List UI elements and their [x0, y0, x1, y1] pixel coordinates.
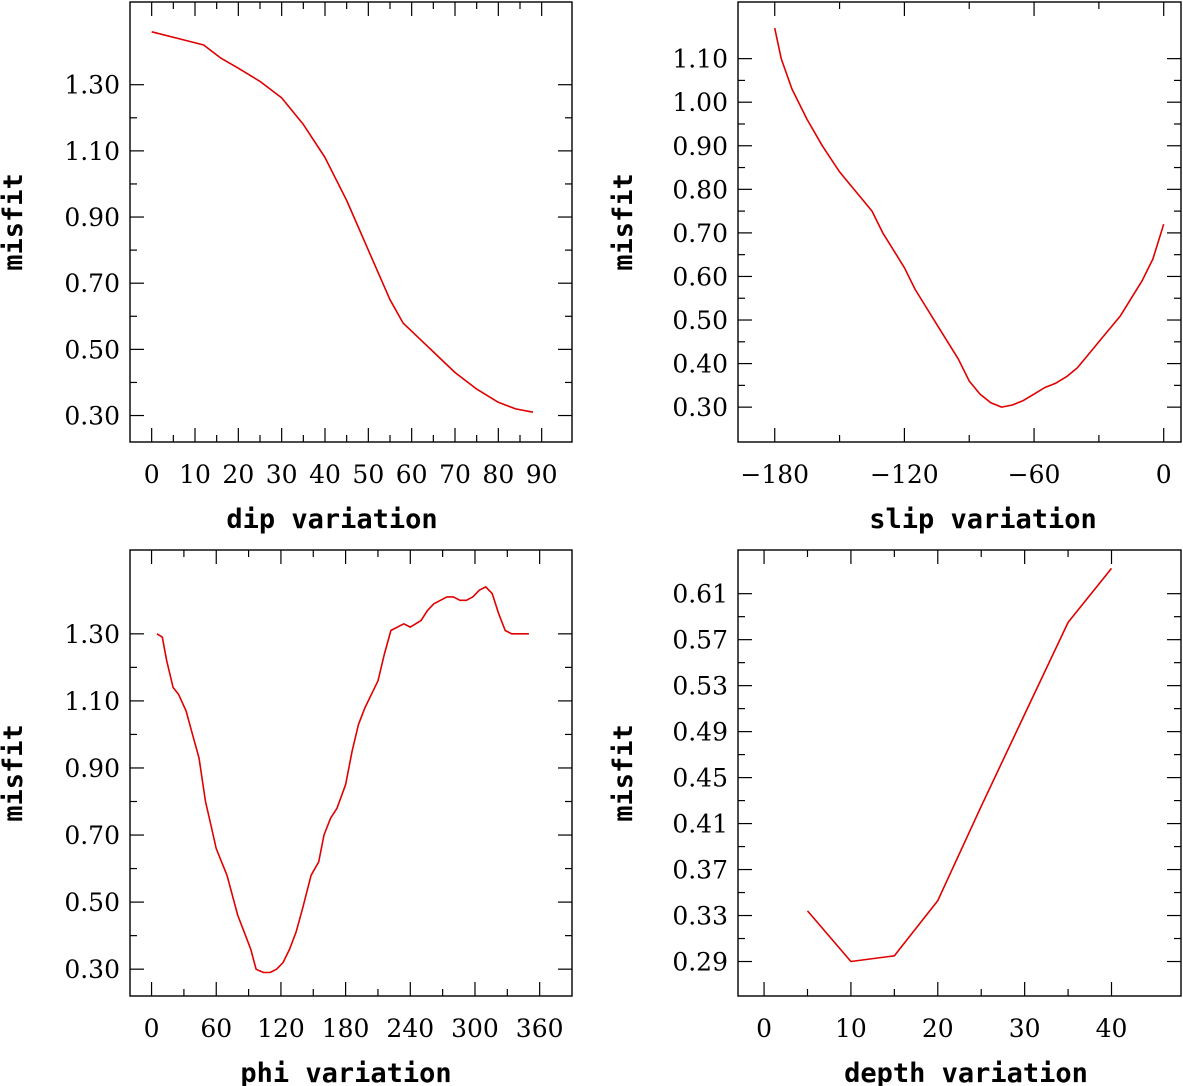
chart-panel-3: 0.30 0.50 0.70 0.90 1.10 1.30 0 60 120 180 240 300 3… [0, 549, 573, 1086]
plot-frame [129, 1, 573, 443]
x-tick-label: 120 [257, 1014, 305, 1043]
y-tick-label: 0.29 [672, 948, 728, 977]
chart-panel-2: 0.30 0.40 0.50 0.60 0.70 0.80 0.90 1.00 1.10 −180… [608, 1, 1182, 535]
x-tick-label: 0 [144, 1014, 160, 1043]
y-axis-title: misfit [0, 724, 29, 822]
x-tick-label: 40 [1096, 1014, 1128, 1043]
chart-panel-4: 0.29 0.33 0.37 0.41 0.45 0.49 0.53 0.57 0.61 0 10 2… [608, 549, 1182, 1086]
x-tick-label: 10 [179, 460, 211, 489]
y-tick-label: 0.30 [64, 955, 120, 984]
x-tick-label: 60 [396, 460, 428, 489]
y-tick-label: 0.57 [672, 626, 728, 655]
plot-frame [129, 549, 573, 997]
plot-frame [737, 1, 1182, 443]
y-tick-label: 0.90 [64, 754, 120, 783]
x-tick-label: 10 [835, 1014, 867, 1043]
y-tick-label: 0.50 [64, 335, 120, 364]
x-tick-label: 180 [322, 1014, 370, 1043]
series-line-slip [773, 27, 1165, 408]
x-axis-title: slip variation [869, 504, 1097, 535]
y-tick-label: 0.70 [672, 219, 728, 248]
y-tick-label: 1.00 [672, 88, 728, 117]
x-tick-label: −120 [870, 460, 939, 489]
y-tick-label: 1.10 [64, 687, 120, 716]
x-tick-label: 50 [352, 460, 384, 489]
y-tick-label: 0.45 [672, 764, 728, 793]
x-tick-label: 80 [482, 460, 514, 489]
y-tick-label: 0.90 [64, 203, 120, 232]
y-tick-label: 0.61 [672, 580, 728, 609]
x-tick-label: 40 [309, 460, 341, 489]
y-tick-label: 0.50 [64, 888, 120, 917]
x-tick-label: 0 [1156, 460, 1172, 489]
y-tick-label: 0.80 [672, 175, 728, 204]
y-tick-label: 0.53 [672, 672, 728, 701]
x-tick-label: 300 [451, 1014, 499, 1043]
y-tick-label: 1.10 [64, 137, 120, 166]
x-axis-title: phi variation [240, 1058, 451, 1086]
chart-panel-1: 0.30 0.50 0.70 0.90 1.10 1.30 0 10 20 30 40 50 60 70 8… [0, 1, 573, 535]
series-line-dip [151, 31, 534, 413]
series-line-phi [156, 586, 529, 974]
x-tick-label: −180 [740, 460, 809, 489]
x-axis-title: dip variation [226, 504, 437, 535]
y-tick-label: 0.40 [672, 350, 728, 379]
x-axis-title: depth variation [844, 1058, 1088, 1086]
y-axis-title: misfit [608, 724, 639, 822]
y-tick-label: 1.10 [672, 45, 728, 74]
x-tick-label: 0 [144, 460, 160, 489]
y-axis-title: misfit [608, 173, 639, 271]
y-tick-label: 0.70 [64, 821, 120, 850]
x-tick-label: −60 [1008, 460, 1061, 489]
y-axis-title: misfit [0, 173, 29, 271]
x-tick-label: 60 [200, 1014, 232, 1043]
plot-frame [737, 549, 1182, 997]
y-tick-label: 1.30 [64, 620, 120, 649]
y-tick-label: 0.49 [672, 718, 728, 747]
x-tick-label: 360 [516, 1014, 564, 1043]
y-tick-label: 0.50 [672, 306, 728, 335]
series-line-depth [806, 567, 1113, 963]
y-tick-label: 0.70 [64, 269, 120, 298]
x-tick-label: 0 [756, 1014, 772, 1043]
x-tick-label: 70 [439, 460, 471, 489]
y-tick-label: 0.60 [672, 262, 728, 291]
y-tick-label: 0.90 [672, 132, 728, 161]
y-tick-label: 0.33 [672, 902, 728, 931]
x-tick-label: 240 [386, 1014, 434, 1043]
y-tick-label: 1.30 [64, 71, 120, 100]
x-tick-label: 20 [222, 460, 254, 489]
y-tick-label: 0.30 [64, 402, 120, 431]
x-tick-label: 20 [922, 1014, 954, 1043]
y-tick-label: 0.37 [672, 856, 728, 885]
y-tick-label: 0.30 [672, 393, 728, 422]
y-tick-label: 0.41 [672, 810, 728, 839]
x-tick-label: 90 [526, 460, 558, 489]
x-tick-label: 30 [1009, 1014, 1041, 1043]
x-tick-label: 30 [266, 460, 298, 489]
